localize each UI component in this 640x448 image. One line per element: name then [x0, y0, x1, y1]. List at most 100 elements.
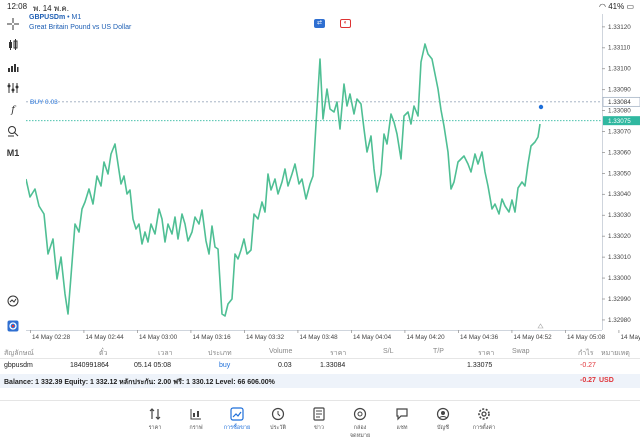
tab-label: แชท: [397, 425, 408, 431]
settings-icon: [477, 407, 491, 421]
time-tick-mark: [512, 330, 513, 333]
time-tick-label: 14 May 04:04: [353, 334, 392, 341]
time-tick-mark: [351, 330, 352, 333]
price-tick-label: 1.33070: [608, 128, 631, 135]
row-time: 05.14 05:08: [134, 362, 171, 369]
row-volume: 0.03: [278, 362, 292, 369]
header-comment: หมายเหตุ: [601, 348, 630, 359]
time-tick-label: 14 May 02:44: [86, 334, 125, 341]
settings-sliders-icon[interactable]: [5, 82, 21, 96]
tab-label: การตั้งค่า: [473, 425, 495, 431]
chart-timeframe: M1: [72, 14, 82, 21]
time-tick-mark: [137, 330, 138, 333]
trade-icon: [230, 407, 244, 421]
time-tick-mark: [30, 330, 31, 333]
balance-summary: Balance: 1 332.39 Equity: 1 332.12 หลักป…: [4, 377, 275, 388]
header-type: ประเภท: [208, 348, 232, 359]
price-tick-mark: [602, 299, 605, 300]
tab-mailbox[interactable]: กล่องจดหมาย: [345, 407, 375, 440]
trade-indicator-icon[interactable]: ⇄: [314, 19, 325, 28]
zoom-icon[interactable]: [5, 295, 21, 309]
one-click-trading-icon[interactable]: [5, 320, 21, 334]
tab-chat[interactable]: แชท: [387, 407, 417, 432]
tab-quotes[interactable]: ราคา: [140, 407, 170, 432]
crosshair-icon[interactable]: [5, 18, 21, 32]
chart-area[interactable]: GBPUSDm • M1 Great Britain Pound vs US D…: [26, 14, 640, 346]
price-tick-mark: [602, 68, 605, 69]
tab-label: ประวัติ: [270, 425, 286, 431]
price-tick-label: 1.33080: [608, 108, 631, 115]
price-tick-mark: [602, 236, 605, 237]
price-tick-label: 1.33000: [608, 275, 631, 282]
time-axis-line: [26, 330, 602, 331]
timeframe-button[interactable]: M1: [5, 146, 21, 160]
row-symbol: gbpusdm: [4, 362, 33, 369]
chart-toolbar: f M1: [0, 14, 26, 334]
buy-marker: [539, 105, 543, 109]
row-ticket: 1840991864: [70, 362, 109, 369]
time-tick-label: 14 May 03:00: [139, 334, 178, 341]
time-tick-label: 14 May 04:20: [407, 334, 446, 341]
table-row[interactable]: gbpusdm 1840991864 05.14 05:08 buy 0.03 …: [0, 360, 640, 374]
chart-symbol-line: GBPUSDm • M1: [29, 14, 81, 21]
balance-bar: Balance: 1 332.39 Equity: 1 332.12 หลักป…: [0, 374, 640, 388]
header-sl: S/L: [383, 348, 394, 355]
tab-label: ข่าว: [314, 425, 324, 431]
price-tick-mark: [602, 131, 605, 132]
tab-label: ราคา: [149, 425, 162, 431]
row-open-price: 1.33084: [320, 362, 345, 369]
indicators-icon[interactable]: [5, 61, 21, 75]
time-tick-mark: [84, 330, 85, 333]
header-ticket: ตั๋ว: [99, 348, 107, 359]
chart-description: Great Britain Pound vs US Dollar: [29, 24, 131, 31]
price-tick-mark: [602, 215, 605, 216]
price-chart[interactable]: 1.331201.331101.331001.330901.330801.330…: [26, 14, 640, 346]
signal-indicator-icon[interactable]: ◐: [340, 19, 351, 28]
tab-account[interactable]: บัญชี: [428, 407, 458, 432]
time-tick-mark: [565, 330, 566, 333]
header-price: ราคา: [478, 348, 494, 359]
price-axis-line: [602, 14, 603, 330]
header-open-price: ราคา: [330, 348, 346, 359]
price-tick-label: 1.33100: [608, 66, 631, 73]
function-icon[interactable]: f: [5, 104, 21, 118]
header-tp: T/P: [433, 348, 444, 355]
time-tick-label: 14 May 04:52: [514, 334, 553, 341]
account-icon: [436, 407, 450, 421]
tab-trade[interactable]: การซื้อขาย: [222, 407, 252, 432]
wifi-icon: ◠: [599, 2, 606, 11]
price-tick-label: 1.33050: [608, 170, 631, 177]
objects-icon[interactable]: [5, 125, 21, 139]
price-tick-label: 1.33120: [608, 24, 631, 31]
scroll-marker-icon[interactable]: [538, 324, 543, 328]
price-tick-mark: [602, 152, 605, 153]
time-tick-mark: [619, 330, 620, 333]
price-tick-mark: [602, 194, 605, 195]
chart-type-icon[interactable]: [5, 39, 21, 53]
price-tick-label: 1.33060: [608, 149, 631, 156]
status-right: ◠ 41% ▭: [599, 2, 634, 11]
status-bar: 12:08 พ. 14 พ.ค. ◠ 41% ▭: [0, 0, 640, 14]
header-volume: Volume: [269, 348, 292, 355]
tab-chart[interactable]: กราฟ: [181, 407, 211, 432]
price-tick-mark: [602, 320, 605, 321]
tab-settings[interactable]: การตั้งค่า: [469, 407, 499, 432]
price-tick-label: 1.33030: [608, 212, 631, 219]
price-tick-mark: [602, 26, 605, 27]
buy-position-label: BUY 0.03: [30, 99, 58, 106]
chart-symbol: GBPUSDm: [29, 14, 65, 21]
balance-profit: -0.27: [580, 377, 596, 384]
time-tick-mark: [458, 330, 459, 333]
header-profit: กำไร: [578, 348, 593, 359]
time-tick-mark: [191, 330, 192, 333]
chat-icon: [395, 407, 409, 421]
price-tick-mark: [602, 110, 605, 111]
time-tick-label: 14 May 03:32: [246, 334, 285, 341]
row-profit: -0.27: [580, 362, 596, 369]
time-tick-label: 14 May 02:28: [32, 334, 71, 341]
time-tick-mark: [298, 330, 299, 333]
tab-news[interactable]: ข่าว: [304, 407, 334, 432]
price-tick-label: 1.33090: [608, 87, 631, 94]
tab-history[interactable]: ประวัติ: [263, 407, 293, 432]
price-tick-label: 1.33020: [608, 233, 631, 240]
